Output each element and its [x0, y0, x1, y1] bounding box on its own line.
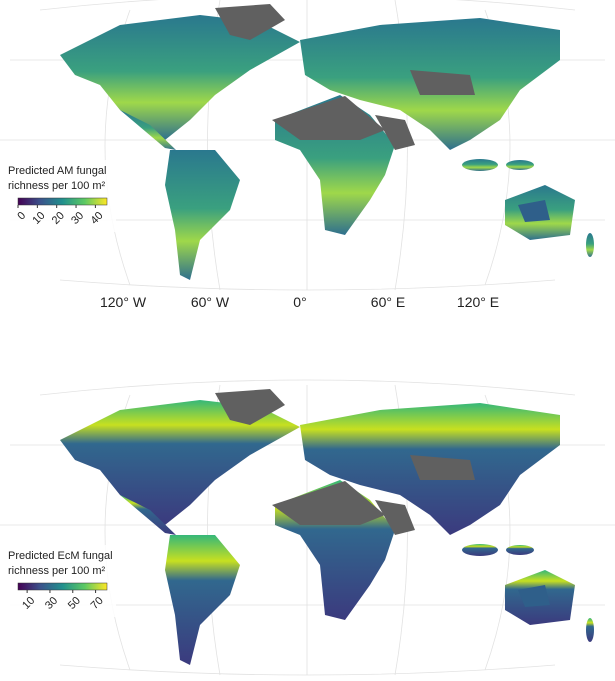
ecm-map [0, 379, 615, 676]
legend-title: richness per 100 m² [8, 180, 106, 192]
legend-title: Predicted EcM fungal [8, 550, 113, 562]
longitude-label: 60° W [191, 294, 230, 310]
colorbar [17, 197, 108, 206]
longitude-label: 0° [293, 294, 306, 310]
legend-title: richness per 100 m² [8, 565, 106, 577]
legend-title: Predicted AM fungal [8, 165, 106, 177]
longitude-label: 120° W [100, 294, 147, 310]
colorbar [17, 582, 108, 591]
longitude-label: 60° E [371, 294, 405, 310]
longitude-labels: 120° W 60° W 0° 60° E 120° E [100, 294, 499, 310]
longitude-label: 120° E [457, 294, 499, 310]
legend-bg [4, 545, 116, 617]
am-map [0, 0, 615, 291]
legend-bg [4, 160, 116, 232]
